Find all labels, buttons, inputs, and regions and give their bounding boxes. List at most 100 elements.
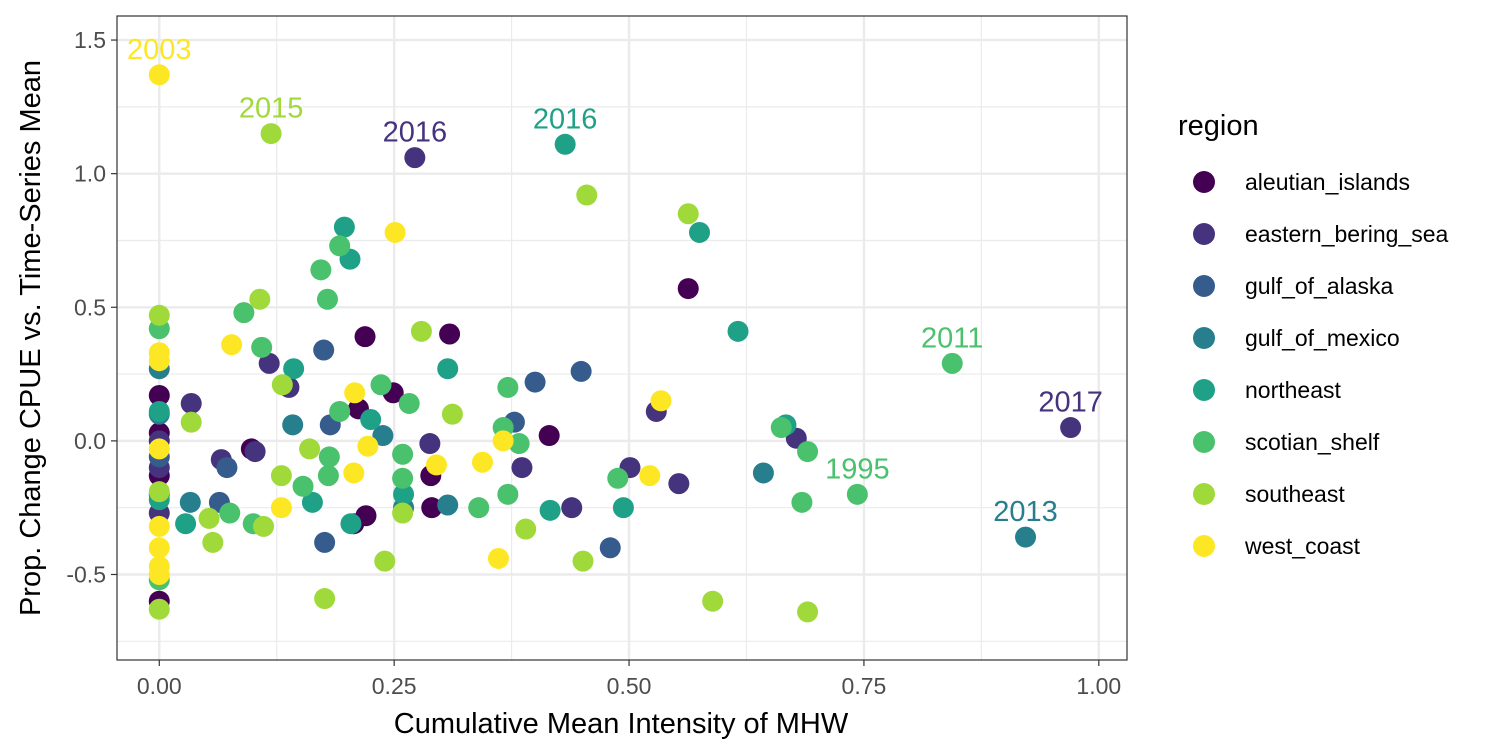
data-point-southeast [180,411,202,433]
x-tick-label: 0.75 [842,673,887,699]
data-point-southeast [249,288,271,310]
data-point-west_coast [357,435,379,457]
y-tick-label: 0.5 [74,294,106,320]
data-point-southeast [392,502,414,524]
y-axis-label: Prop. Change CPUE vs. Time-Series Mean [15,60,47,616]
data-point-west_coast [639,465,661,487]
data-point-southeast [576,184,598,206]
data-point-northeast [689,221,711,243]
data-point-aleutian_islands [439,323,461,345]
data-point-gulf_of_mexico [179,491,201,513]
data-point-scotian_shelf [508,433,530,455]
x-tick-label: 0.00 [137,673,182,699]
data-point-west_coast [343,462,365,484]
data-point-southeast [515,518,537,540]
legend-key-scotian_shelf [1193,431,1215,453]
legend-label: scotian_shelf [1245,429,1380,455]
legend-key-eastern_bering_sea [1193,223,1215,245]
legend-label: southeast [1245,481,1345,507]
data-point-southeast [148,481,170,503]
data-point-scotian_shelf [316,288,338,310]
legend-label: gulf_of_alaska [1245,273,1394,299]
point-annotation: 2013 [993,496,1058,528]
data-point-scotian_shelf [233,302,255,324]
data-point-west_coast [384,221,406,243]
data-point-southeast [198,507,220,529]
legend-title: region [1178,110,1259,142]
legend-key-southeast [1193,483,1215,505]
data-point-scotian_shelf [292,475,314,497]
data-point-eastern_bering_sea [1060,417,1082,439]
data-point-scotian_shelf [941,352,963,374]
data-point-west_coast [650,390,672,412]
data-point-west_coast [148,64,170,86]
data-point-eastern_bering_sea [180,392,202,414]
y-tick-label: 1.5 [74,27,106,53]
data-point-southeast [148,598,170,620]
data-point-aleutian_islands [677,278,699,300]
legend-label: northeast [1245,377,1342,403]
legend-key-gulf_of_mexico [1193,327,1215,349]
data-point-west_coast [270,497,292,519]
data-point-gulf_of_alaska [570,360,592,382]
legend-key-northeast [1193,379,1215,401]
data-point-eastern_bering_sea [404,147,426,169]
data-point-northeast [393,483,415,505]
y-tick-label: 1.0 [74,161,106,187]
data-point-west_coast [221,334,243,356]
data-point-northeast [727,320,749,342]
legend-label: eastern_bering_sea [1245,221,1449,247]
x-tick-label: 1.00 [1076,673,1121,699]
data-point-gulf_of_alaska [314,531,336,553]
data-point-scotian_shelf [497,376,519,398]
data-point-southeast [253,515,275,537]
data-point-scotian_shelf [791,491,813,513]
data-point-southeast [148,304,170,326]
data-point-aleutian_islands [421,497,443,519]
data-point-northeast [148,400,170,422]
data-point-scotian_shelf [468,497,490,519]
point-annotation: 2016 [383,117,448,149]
data-point-scotian_shelf [392,443,414,465]
point-annotation: 2003 [127,34,192,66]
legend-label: gulf_of_mexico [1245,325,1400,351]
data-point-gulf_of_alaska [313,339,335,361]
y-tick-label: -0.5 [66,561,106,587]
point-annotation: 2017 [1038,387,1103,419]
grid [117,16,1127,660]
data-point-southeast [441,403,463,425]
data-point-eastern_bering_sea [419,433,441,455]
point-annotation: 2016 [533,103,598,135]
data-point-aleutian_islands [538,425,560,447]
data-point-southeast [299,438,321,460]
data-point-scotian_shelf [497,483,519,505]
data-point-scotian_shelf [310,259,332,281]
data-point-gulf_of_mexico [282,414,304,436]
data-point-southeast [702,590,724,612]
data-point-scotian_shelf [370,374,392,396]
x-tick-label: 0.25 [372,673,417,699]
data-point-scotian_shelf [398,392,420,414]
y-axis: -0.5 0.0 0.5 1.0 1.5 [66,27,117,587]
data-point-eastern_bering_sea [244,441,266,463]
y-tick-label: 0.0 [74,428,106,454]
data-point-northeast [612,497,634,519]
data-point-scotian_shelf [318,446,340,468]
data-point-west_coast [344,382,366,404]
data-point-west_coast [148,438,170,460]
data-point-scotian_shelf [219,502,241,524]
data-point-scotian_shelf [317,465,339,487]
point-annotation: 2015 [239,93,304,125]
data-point-gulf_of_mexico [437,494,459,516]
legend-label: aleutian_islands [1245,169,1410,195]
data-point-gulf_of_mexico [372,425,394,447]
data-point-scotian_shelf [329,235,351,257]
data-point-gulf_of_mexico [752,462,774,484]
data-point-eastern_bering_sea [668,473,690,495]
data-point-scotian_shelf [846,483,868,505]
data-point-gulf_of_mexico [1015,526,1037,548]
panel-border [116,15,1128,661]
legend: region aleutian_islands eastern_bering_se… [1178,110,1449,559]
data-point-eastern_bering_sea [561,497,583,519]
data-point-west_coast [148,563,170,585]
